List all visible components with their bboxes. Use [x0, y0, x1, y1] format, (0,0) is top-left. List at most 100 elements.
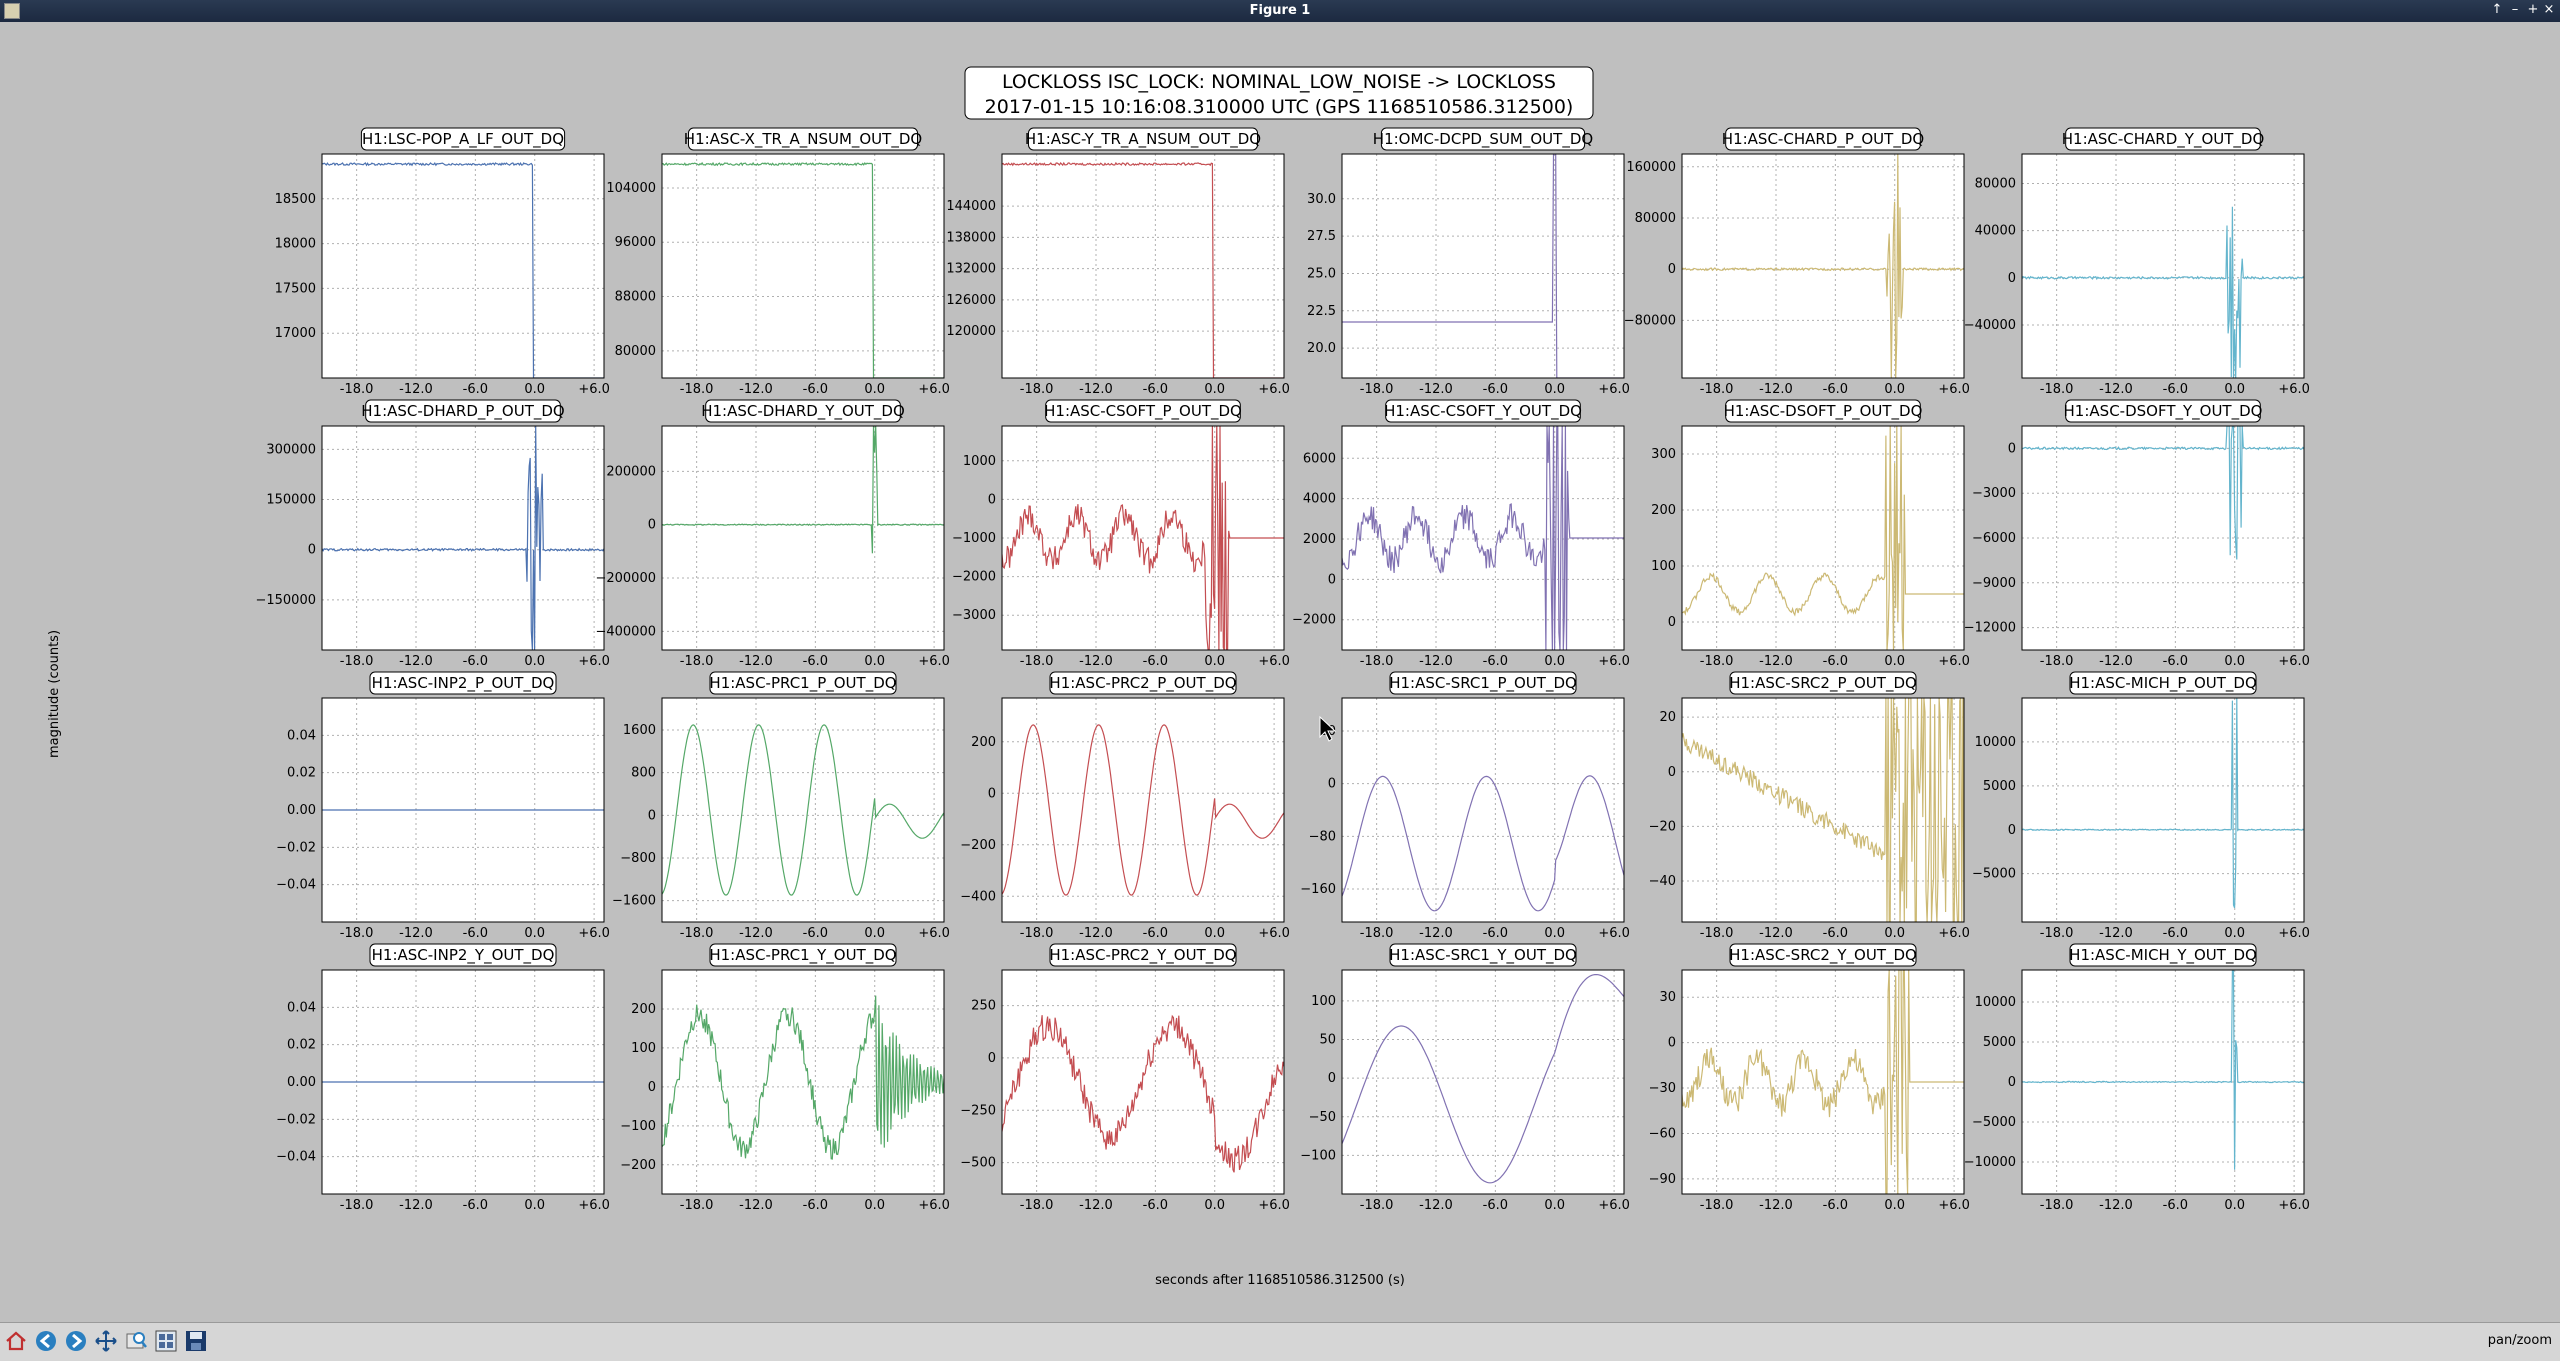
- subplot-title: H1:ASC-MICH_Y_OUT_DQ: [2069, 946, 2257, 965]
- subplot-title: H1:ASC-INP2_Y_OUT_DQ: [372, 946, 555, 965]
- y-tick-label: 0: [648, 1080, 656, 1095]
- save-icon[interactable]: [184, 1329, 208, 1353]
- x-tick-label: -18.0: [1700, 654, 1734, 669]
- x-tick-label: -12.0: [1079, 926, 1113, 941]
- y-tick-label: −80000: [1624, 313, 1676, 328]
- axes-frame: [2021, 153, 2305, 379]
- x-tick-label: +6.0: [918, 654, 950, 669]
- x-tick-label: -18.0: [1020, 1198, 1054, 1213]
- x-tick-label: -12.0: [1419, 382, 1453, 397]
- back-icon[interactable]: [34, 1329, 58, 1353]
- subplot-title-box: [2065, 399, 2261, 423]
- subplot-title-box: [1028, 127, 1258, 151]
- y-tick-label: 0: [1668, 615, 1676, 630]
- x-tick-label: 0.0: [864, 654, 885, 669]
- subplot-title-box: [1725, 127, 1921, 151]
- x-tick-label: 0.0: [1204, 654, 1225, 669]
- subplot-title: H1:ASC-SRC2_P_OUT_DQ: [1729, 674, 1917, 693]
- series-line: [1342, 154, 1624, 378]
- x-tick-label: +6.0: [578, 654, 610, 669]
- subplot: -18.0 -12.0 -6.0 0.0 +6.0 10000 5000 0 −5000 −100…: [1964, 943, 2310, 1213]
- x-tick-label: -12.0: [739, 382, 773, 397]
- x-tick-label: 0.0: [1884, 1198, 1905, 1213]
- figure-canvas[interactable]: LOCKLOSS ISC_LOCK: NOMINAL_LOW_NOISE -> …: [0, 22, 2560, 1322]
- y-tick-label: 17500: [275, 281, 316, 296]
- subplot-title: H1:ASC-MICH_P_OUT_DQ: [2069, 674, 2257, 693]
- y-tick-label: −90: [1649, 1172, 1676, 1187]
- y-tick-label: 200: [1651, 503, 1676, 518]
- x-tick-label: -6.0: [463, 926, 488, 941]
- x-tick-label: +6.0: [578, 382, 610, 397]
- x-tick-label: -6.0: [463, 1198, 488, 1213]
- zoom-icon[interactable]: [124, 1329, 148, 1353]
- y-tick-label: −200: [960, 838, 996, 853]
- suptitle-line-1: LOCKLOSS ISC_LOCK: NOMINAL_LOW_NOISE -> …: [1002, 71, 1556, 93]
- y-tick-label: 5000: [1983, 779, 2016, 794]
- x-tick-label: +6.0: [2278, 926, 2310, 941]
- series-line: [1002, 426, 1284, 650]
- x-tick-label: -6.0: [803, 382, 828, 397]
- x-tick-label: -6.0: [1143, 382, 1168, 397]
- axes-frame: [1001, 969, 1285, 1195]
- x-tick-label: -18.0: [340, 654, 374, 669]
- navigation-toolbar: pan/zoom: [0, 1322, 2560, 1361]
- x-tick-label: 0.0: [1544, 382, 1565, 397]
- y-tick-label: 1600: [623, 723, 656, 738]
- x-tick-label: -6.0: [803, 926, 828, 941]
- pan-icon[interactable]: [94, 1329, 118, 1353]
- subplot: -18.0 -12.0 -6.0 0.0 +6.0 160000 80000 0 −80000 H…: [1624, 127, 1970, 397]
- x-tick-label: +6.0: [1598, 382, 1630, 397]
- y-tick-label: −40000: [1964, 318, 2016, 333]
- subplot-title-box: [369, 943, 557, 967]
- y-tick-label: 0: [1328, 572, 1336, 587]
- axes-background: [1682, 154, 1964, 378]
- subplot: -18.0 -12.0 -6.0 0.0 +6.0 300 200 100 0 H1:ASC-DS…: [1651, 399, 1970, 669]
- y-tick-label: −400000: [595, 624, 656, 639]
- subplot-title-box: [705, 399, 901, 423]
- x-tick-label: +6.0: [1938, 1198, 1970, 1213]
- close-button[interactable]: ×: [2543, 2, 2555, 17]
- x-tick-label: -12.0: [739, 1198, 773, 1213]
- y-tick-label: 120000: [946, 324, 996, 339]
- y-tick-label: −0.02: [276, 840, 316, 855]
- x-tick-label: -6.0: [2163, 926, 2188, 941]
- x-tick-label: 0.0: [524, 926, 545, 941]
- y-tick-label: −2000: [952, 570, 996, 585]
- minimize-button[interactable]: –: [2511, 2, 2519, 17]
- x-tick-label: -6.0: [1483, 382, 1508, 397]
- series-line: [1342, 775, 1624, 912]
- y-tick-label: 18500: [275, 192, 316, 207]
- y-tick-label: 300: [1651, 447, 1676, 462]
- subplot-title-box: [2069, 943, 2257, 967]
- subplot-title-box: [369, 671, 557, 695]
- y-tick-label: −100: [620, 1119, 656, 1134]
- y-tick-label: 200: [631, 1002, 656, 1017]
- maximize-button[interactable]: +: [2527, 2, 2539, 17]
- axes-frame: [1341, 425, 1625, 651]
- subplot-title-box: [709, 671, 897, 695]
- raise-window-button[interactable]: ↑: [2491, 2, 2503, 17]
- series-line: [322, 161, 604, 378]
- y-tick-label: −5000: [1972, 867, 2016, 882]
- x-tick-label: -12.0: [1419, 654, 1453, 669]
- x-tick-label: -6.0: [1823, 1198, 1848, 1213]
- home-icon[interactable]: [4, 1329, 28, 1353]
- x-tick-label: 0.0: [1544, 654, 1565, 669]
- subplot: -18.0 -12.0 -6.0 0.0 +6.0 200 0 −200 −400 H1:ASC-…: [960, 671, 1290, 941]
- axes-background: [1002, 698, 1284, 922]
- figure-svg[interactable]: LOCKLOSS ISC_LOCK: NOMINAL_LOW_NOISE -> …: [0, 22, 2560, 1322]
- x-tick-label: -12.0: [1079, 382, 1113, 397]
- y-tick-label: −0.02: [276, 1112, 316, 1127]
- x-tick-label: 0.0: [1884, 654, 1905, 669]
- y-tick-label: −80: [1309, 829, 1336, 844]
- forward-icon[interactable]: [64, 1329, 88, 1353]
- subplot-title: H1:ASC-PRC1_Y_OUT_DQ: [709, 946, 896, 965]
- y-tick-label: 17000: [275, 326, 316, 341]
- axes-frame: [321, 153, 605, 379]
- subplots-icon[interactable]: [154, 1329, 178, 1353]
- series-line: [1342, 973, 1624, 1184]
- x-tick-label: -18.0: [680, 654, 714, 669]
- subplot-title: H1:ASC-DSOFT_P_OUT_DQ: [1724, 402, 1923, 421]
- y-tick-label: −800: [620, 851, 656, 866]
- x-tick-label: -12.0: [1079, 654, 1113, 669]
